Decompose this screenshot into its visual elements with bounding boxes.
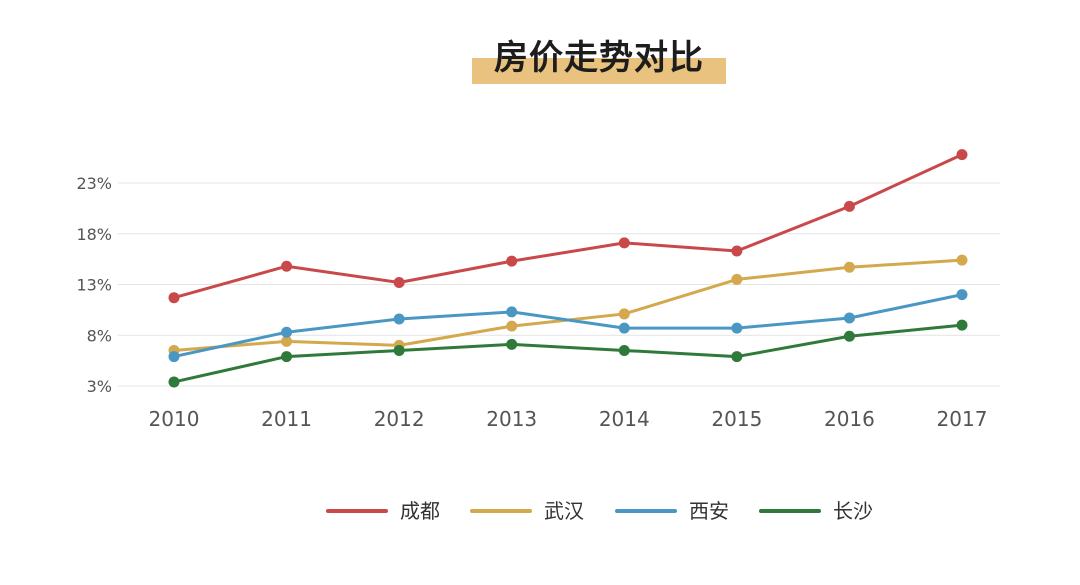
data-point (843, 200, 855, 212)
data-point (168, 292, 180, 304)
data-point (168, 376, 180, 388)
data-point (281, 351, 293, 363)
data-point (506, 255, 518, 267)
y-tick-label: 18% (76, 225, 112, 244)
x-tick-label: 2016 (824, 407, 875, 431)
y-tick-label: 8% (87, 326, 112, 345)
data-point (731, 351, 743, 363)
data-point (618, 237, 630, 249)
y-tick-label: 13% (76, 276, 112, 295)
x-tick-label: 2014 (599, 407, 650, 431)
x-tick-label: 2012 (374, 407, 425, 431)
data-point (506, 306, 518, 318)
title-highlight-bar (472, 58, 726, 84)
data-point (506, 320, 518, 332)
x-tick-label: 2015 (711, 407, 762, 431)
data-point (843, 312, 855, 324)
legend-label: 成都 (400, 499, 440, 523)
data-point (731, 322, 743, 334)
data-point (843, 261, 855, 273)
data-point (281, 335, 293, 347)
legend-label: 西安 (689, 499, 729, 523)
chart-title: 房价走势对比 (494, 38, 704, 78)
legend-label: 长沙 (833, 499, 873, 523)
series-line (173, 153, 963, 300)
data-point (506, 338, 518, 350)
data-point (393, 276, 405, 288)
data-point (731, 245, 743, 257)
data-point (618, 308, 630, 320)
data-point (393, 344, 405, 356)
data-point (956, 319, 968, 331)
x-tick-label: 2010 (149, 407, 200, 431)
y-tick-label: 3% (87, 377, 112, 396)
legend-label: 武汉 (544, 499, 584, 523)
data-point (281, 326, 293, 338)
data-point (956, 289, 968, 301)
y-tick-label: 23% (76, 174, 112, 193)
data-point (281, 260, 293, 272)
data-point (168, 351, 180, 363)
series-line (173, 293, 963, 359)
data-point (618, 322, 630, 334)
data-point (956, 149, 968, 161)
x-tick-label: 2011 (261, 407, 312, 431)
x-tick-label: 2017 (937, 407, 988, 431)
data-point (843, 330, 855, 342)
data-point (618, 344, 630, 356)
data-point (731, 273, 743, 285)
x-tick-label: 2013 (486, 407, 537, 431)
data-point (956, 254, 968, 266)
series-line (173, 323, 963, 384)
data-point (393, 313, 405, 325)
